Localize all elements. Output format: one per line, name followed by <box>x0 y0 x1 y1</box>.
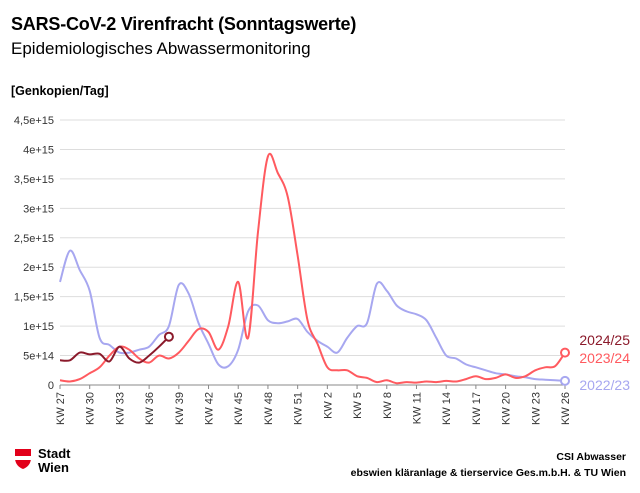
y-tick-label: 0 <box>48 380 54 392</box>
x-tick-label: KW 23 <box>530 392 542 425</box>
y-tick-label: 2e+15 <box>23 262 54 274</box>
x-tick-label: KW 39 <box>174 392 186 425</box>
x-tick-label: KW 11 <box>411 392 423 424</box>
x-tick-label: KW 26 <box>560 392 572 425</box>
legend-entry-2023-24: 2023/24 <box>579 350 630 366</box>
y-tick-label: 4e+15 <box>23 144 54 156</box>
series-endpoint-2023-24 <box>560 347 570 358</box>
series-lines <box>59 153 570 386</box>
y-tick-label: 3,5e+15 <box>14 174 54 186</box>
y-tick-label: 5e+14 <box>23 351 54 363</box>
series-endpoint-2022-23 <box>560 375 570 386</box>
x-tick-labels: KW 27 KW 30 KW 33 KW 36 KW 39 KW 42 KW 45 KW 48… <box>55 392 572 425</box>
grid-lines <box>59 119 566 389</box>
series-line-2024-25 <box>59 336 170 364</box>
x-tick-label: KW 33 <box>114 392 126 425</box>
y-tick-labels: 0 5e+14 1e+15 1,5e+15 2e+15 2,5e+15 3e+15 3,5e+… <box>14 115 54 392</box>
series-line-2022-23 <box>59 249 566 382</box>
y-axis-label: [Genkopien/Tag] <box>11 84 109 98</box>
x-tick-label: KW 5 <box>352 392 364 419</box>
x-tick-label: KW 45 <box>233 392 245 425</box>
logo-text: Stadt Wien <box>38 446 71 475</box>
y-tick-label: 4,5e+15 <box>14 115 54 127</box>
legend-entry-2024-25: 2024/25 <box>579 332 630 348</box>
x-tick-label: KW 30 <box>85 392 97 425</box>
y-tick-label: 1e+15 <box>23 321 54 333</box>
x-tick-label: KW 48 <box>263 392 275 425</box>
y-tick-label: 1,5e+15 <box>14 292 54 304</box>
legend-entry-2022-23: 2022/23 <box>579 377 630 393</box>
legend: 2022/23 2023/24 2024/25 <box>579 332 630 393</box>
y-tick-label: 2,5e+15 <box>14 233 54 245</box>
y-tick-label: 3e+15 <box>23 203 54 215</box>
x-tick-label: KW 14 <box>441 392 453 425</box>
x-tick-label: KW 17 <box>471 392 483 425</box>
chart-subtitle: Epidemiologisches Abwassermonitoring <box>11 39 311 58</box>
vienna-shield-icon <box>14 448 32 475</box>
x-tick-label: KW 2 <box>322 392 334 419</box>
x-tick-label: KW 36 <box>144 392 156 425</box>
series-line-2023-24 <box>59 153 566 385</box>
x-tick-label: KW 51 <box>293 392 305 425</box>
x-tick-label: KW 27 <box>55 392 67 425</box>
x-tick-label: KW 42 <box>204 392 216 425</box>
series-endpoint-2024-25 <box>163 331 174 342</box>
x-tick-label: KW 20 <box>501 392 513 425</box>
credit-line-2: ebswien kläranlage & tierservice Ges.m.b… <box>350 467 626 479</box>
credit-line-1: CSI Abwasser <box>556 451 626 463</box>
chart-title: SARS-CoV-2 Virenfracht (Sonntagswerte) <box>11 14 357 34</box>
x-tick-label: KW 8 <box>382 392 394 419</box>
